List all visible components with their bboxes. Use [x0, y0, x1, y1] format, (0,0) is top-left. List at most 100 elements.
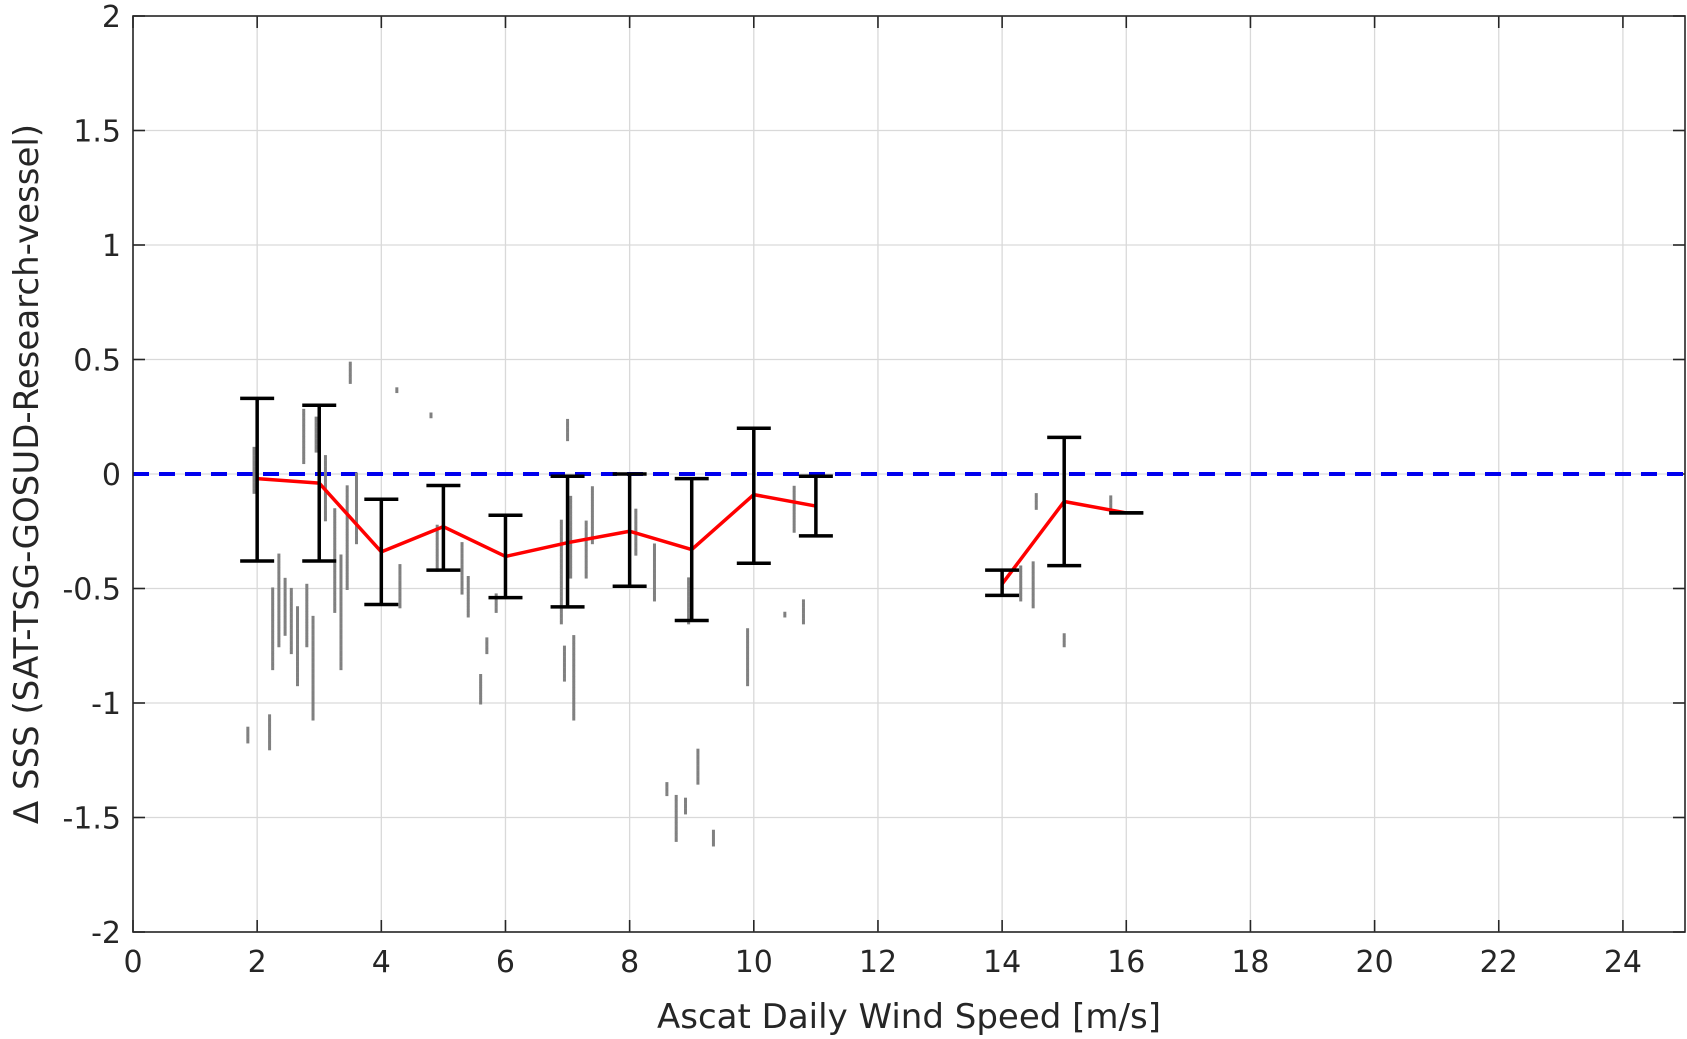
scatter-point: [268, 717, 272, 721]
scatter-point: [333, 590, 337, 594]
scatter-point: [277, 638, 281, 642]
scatter-point: [485, 645, 489, 649]
scatter-point: [634, 547, 638, 551]
scatter-point: [792, 488, 796, 492]
scatter-point: [479, 701, 483, 705]
scatter-point: [460, 580, 464, 584]
scatter-point: [277, 633, 281, 637]
scatter-point: [559, 602, 563, 606]
scatter-point: [1062, 644, 1066, 648]
scatter-point: [674, 833, 678, 837]
scatter-point: [746, 628, 750, 632]
scatter-point: [289, 645, 293, 649]
scatter-point: [339, 587, 343, 591]
scatter-point: [271, 592, 275, 596]
scatter-point: [559, 544, 563, 548]
scatter-point: [354, 497, 358, 501]
scatter-point: [277, 567, 281, 571]
scatter-point: [559, 593, 563, 597]
scatter-point: [1019, 573, 1023, 577]
scatter-point: [590, 532, 594, 536]
scatter-point: [311, 670, 315, 674]
scatter-point: [311, 659, 315, 663]
scatter-point: [590, 510, 594, 514]
scatter-point: [345, 515, 349, 519]
scatter-point: [674, 827, 678, 831]
scatter-point: [333, 604, 337, 608]
scatter-point: [333, 571, 337, 575]
scatter-point: [289, 618, 293, 622]
scatter-point: [711, 832, 715, 836]
scatter-point: [792, 510, 796, 514]
scatter-point: [339, 645, 343, 649]
scatter-point: [1031, 577, 1035, 581]
scatter-point: [289, 615, 293, 619]
scatter-point: [479, 693, 483, 697]
scatter-point: [314, 430, 318, 434]
scatter-point: [296, 622, 300, 626]
scatter-point: [323, 474, 327, 478]
scatter-point: [590, 488, 594, 492]
x-tick-label: 20: [1356, 945, 1394, 980]
scatter-point: [559, 547, 563, 551]
scatter-point: [311, 632, 315, 636]
scatter-point: [323, 501, 327, 505]
x-axis-label: Ascat Daily Wind Speed [m/s]: [657, 997, 1161, 1037]
scatter-point: [572, 701, 576, 705]
scatter-point: [746, 674, 750, 678]
scatter-point: [339, 623, 343, 627]
scatter-point: [354, 535, 358, 539]
scatter-point: [711, 843, 715, 847]
scatter-point: [572, 684, 576, 688]
scatter-point: [466, 614, 470, 618]
scatter-point: [494, 593, 498, 597]
scatter-point: [652, 576, 656, 580]
x-tick-label: 18: [1231, 945, 1269, 980]
scatter-point: [339, 568, 343, 572]
scatter-point: [479, 679, 483, 683]
scatter-point: [584, 567, 588, 571]
scatter-point: [323, 471, 327, 475]
scatter-point: [460, 572, 464, 576]
scatter-point: [634, 536, 638, 540]
scatter-point: [435, 565, 439, 569]
scatter-point: [333, 521, 337, 525]
scatter-point: [652, 559, 656, 563]
scatter-point: [1034, 506, 1038, 510]
scatter-point: [696, 756, 700, 760]
scatter-point: [302, 450, 306, 454]
scatter-point: [296, 674, 300, 678]
scatter-points: [246, 361, 1113, 847]
scatter-point: [572, 703, 576, 707]
scatter-point: [652, 551, 656, 555]
scatter-point: [466, 597, 470, 601]
scatter-point: [339, 559, 343, 563]
scatter-point: [271, 667, 275, 671]
scatter-point: [271, 625, 275, 629]
scatter-point: [305, 592, 309, 596]
scatter-point: [277, 581, 281, 585]
scatter-point: [569, 498, 573, 502]
scatter-point: [687, 580, 691, 584]
scatter-point: [296, 669, 300, 673]
scatter-point: [674, 805, 678, 809]
scatter-point: [345, 559, 349, 563]
scatter-point: [311, 637, 315, 641]
scatter-point: [302, 447, 306, 451]
scatter-point: [354, 499, 358, 503]
scatter-point: [746, 669, 750, 673]
scatter-point: [305, 586, 309, 590]
scatter-point: [271, 587, 275, 591]
scatter-point: [1031, 569, 1035, 573]
scatter-point: [398, 586, 402, 590]
scatter-point: [268, 733, 272, 737]
y-tick-label: 1: [102, 229, 121, 264]
scatter-point: [801, 610, 805, 614]
scatter-point: [460, 555, 464, 559]
scatter-point: [333, 549, 337, 553]
scatter-point: [348, 364, 352, 368]
scatter-point: [590, 505, 594, 509]
scatter-point: [1034, 498, 1038, 502]
scatter-point: [305, 611, 309, 615]
scatter-point: [323, 463, 327, 467]
